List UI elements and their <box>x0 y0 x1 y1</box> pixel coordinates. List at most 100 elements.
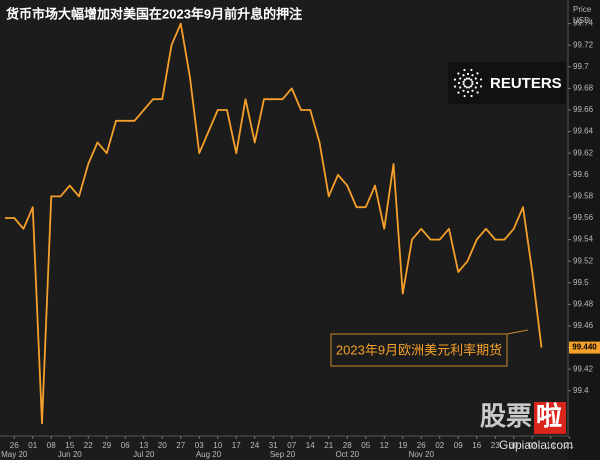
x-tick-label: 29 <box>102 441 111 450</box>
logo-dot <box>453 78 457 81</box>
x-tick-label: 02 <box>435 441 444 450</box>
month-label: Jun 20 <box>58 450 83 459</box>
x-tick-label: 24 <box>250 441 259 450</box>
annotation: 2023年9月欧洲美元利率期货 <box>336 342 502 357</box>
watermark: 股票 啦 Gupiaola.com <box>480 401 573 452</box>
x-tick-label: 09 <box>454 441 463 450</box>
annotation-box <box>330 333 508 367</box>
logo-dot <box>463 68 466 72</box>
x-tick-label: 07 <box>287 441 296 450</box>
logo-dot <box>471 74 474 77</box>
y-tick-label: 99.42 <box>573 364 594 373</box>
month-label: Aug 20 <box>196 450 222 459</box>
logo: REUTERS <box>448 62 566 104</box>
y-tick-label: 99.74 <box>573 19 594 28</box>
month-label: Oct 20 <box>335 450 359 459</box>
y-tick-label: 99.4 <box>573 386 589 395</box>
logo-dot <box>470 68 473 72</box>
logo-dot <box>457 81 461 85</box>
watermark-text: 啦 <box>536 401 562 431</box>
x-tick-label: 22 <box>84 441 93 450</box>
logo-dot <box>471 83 474 86</box>
watermark-box <box>534 402 566 434</box>
axis-strip <box>568 0 600 460</box>
logo-dot <box>475 81 479 85</box>
y-axis-label: Price <box>573 5 592 14</box>
y-axis-label: USD <box>573 16 590 25</box>
logo-dot <box>468 86 471 89</box>
x-tick-label: 21 <box>565 441 574 450</box>
x-tick-label: 06 <box>121 441 130 450</box>
y-tick-label: 99.56 <box>573 213 594 222</box>
y-tick-label: 99.72 <box>573 40 594 49</box>
logo-dot <box>462 83 465 86</box>
x-tick-label: 19 <box>398 441 407 450</box>
y-tick-label: 99.54 <box>573 235 594 244</box>
y-tick-label: 99.66 <box>573 105 594 114</box>
y-tick-label: 99.48 <box>573 300 594 309</box>
x-tick-label: 08 <box>47 441 56 450</box>
y-tick-label: 99.6 <box>573 170 589 179</box>
logo-dot <box>466 90 470 94</box>
logo-box <box>448 62 566 104</box>
logo-dot <box>471 80 474 83</box>
x-tick-label: 26 <box>417 441 426 450</box>
logo-dot <box>479 78 483 81</box>
x-tick-label: 10 <box>213 441 222 450</box>
y-tick-label: 99.64 <box>573 127 594 136</box>
chart-title: 货币市场大幅增加对美国在2023年9月前升息的押注 <box>6 6 302 21</box>
x-tick-label: 05 <box>361 441 370 450</box>
logo-text: REUTERS <box>490 75 562 92</box>
x-tick-label: 21 <box>324 441 333 450</box>
logo-dot <box>470 78 473 81</box>
logo-mark <box>453 68 483 98</box>
annotation-connector <box>506 329 529 335</box>
y-tick-label: 99.62 <box>573 148 594 157</box>
price-marker-label: 99.440 <box>572 343 597 352</box>
logo-dot <box>471 89 474 92</box>
y-tick-label: 99.5 <box>573 278 589 287</box>
x-tick-label: 23 <box>491 441 500 450</box>
x-tick-label: 07 <box>528 441 537 450</box>
x-tick-label: 12 <box>380 441 389 450</box>
x-tick-label: 03 <box>195 441 204 450</box>
logo-dot <box>462 80 465 83</box>
x-tick-label: 27 <box>176 441 185 450</box>
logo-dot <box>470 94 473 98</box>
logo-dot <box>476 91 479 94</box>
x-tick-label: 01 <box>28 441 37 450</box>
x-tick-label: 16 <box>472 441 481 450</box>
y-tick-label: 99.68 <box>573 84 594 93</box>
month-label: May 20 <box>1 450 28 459</box>
x-tick-label: 30 <box>509 441 518 450</box>
x-tick-label: 31 <box>269 441 278 450</box>
y-tick-label: 99.7 <box>573 62 589 71</box>
logo-dot <box>465 86 468 89</box>
logo-dot <box>468 77 471 80</box>
logo-dot <box>465 77 468 80</box>
x-tick-label: 14 <box>306 441 315 450</box>
logo-dot <box>457 91 460 94</box>
logo-dot <box>457 72 460 75</box>
logo-dot <box>479 85 483 88</box>
logo-dot <box>459 77 462 80</box>
logo-dot <box>470 85 473 88</box>
logo-dot <box>463 78 466 81</box>
logo-dot <box>476 72 479 75</box>
logo-dot <box>453 85 457 88</box>
x-tick-label: 26 <box>10 441 19 450</box>
y-tick-label: 99.52 <box>573 256 594 265</box>
logo-dot <box>463 85 466 88</box>
month-label: Sep 20 <box>270 450 296 459</box>
watermark-text: 股票 <box>480 401 532 431</box>
y-tick-label: 99.46 <box>573 321 594 330</box>
x-tick-label: 17 <box>232 441 241 450</box>
logo-dot <box>463 94 466 98</box>
x-tick-label: 15 <box>65 441 74 450</box>
y-tick-label: 99.58 <box>573 192 594 201</box>
x-tick-label: 20 <box>158 441 167 450</box>
x-tick-label: 13 <box>139 441 148 450</box>
watermark-url: Gupiaola.com <box>499 438 573 452</box>
x-tick-label: 28 <box>343 441 352 450</box>
